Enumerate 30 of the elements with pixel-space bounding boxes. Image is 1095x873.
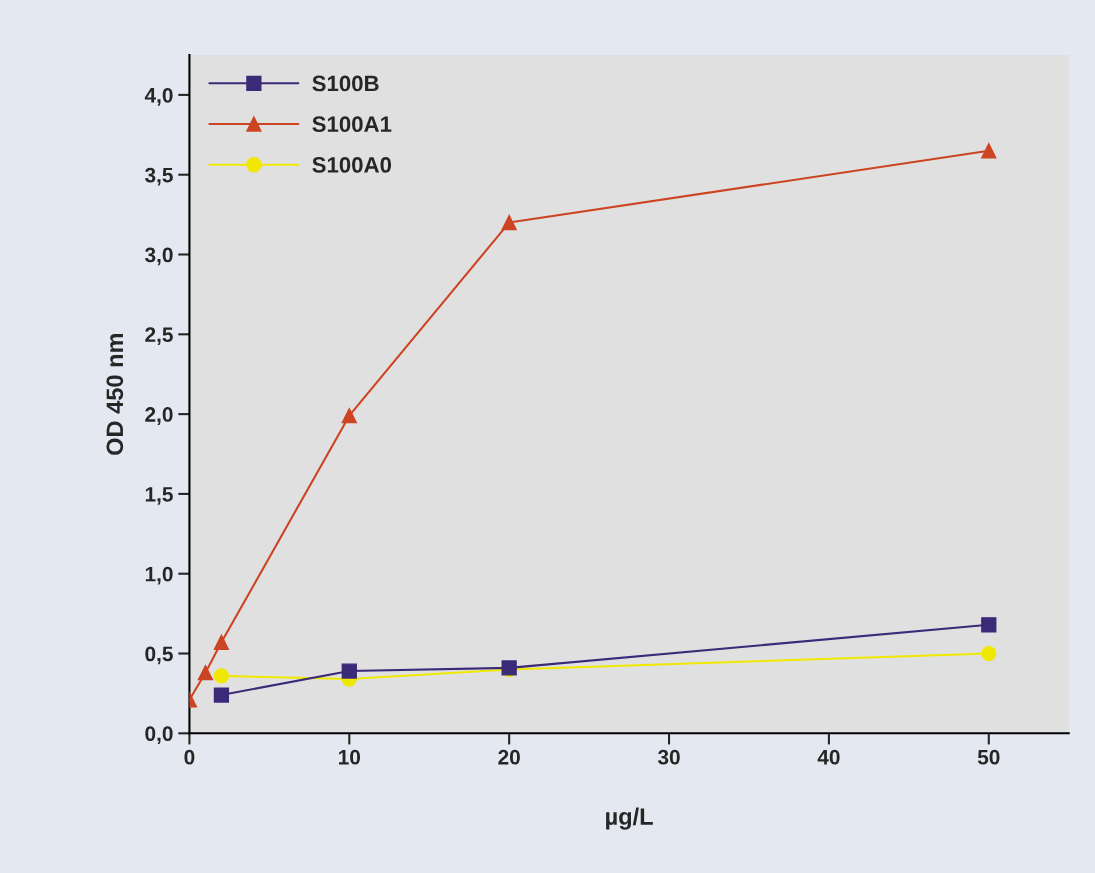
- legend-label: S100A0: [312, 157, 392, 173]
- y-tick-label: 0,5: [145, 646, 173, 665]
- y-tick-label: 2,0: [145, 407, 173, 425]
- y-tick-label: 3,0: [144, 247, 173, 266]
- point: [341, 408, 357, 424]
- x-tick-label: 10: [339, 749, 361, 765]
- y-tick-label: 1,0: [145, 566, 173, 585]
- x-tick-label: 20: [498, 749, 520, 765]
- y-tick-label: 3,5: [144, 167, 173, 186]
- y-tick-label: 0,0: [145, 726, 173, 745]
- x-tick-label: 50: [977, 749, 1000, 765]
- point: [213, 668, 230, 684]
- point: [981, 143, 997, 159]
- point: [341, 663, 357, 679]
- point: [981, 617, 997, 633]
- y-tick-label: 2,5: [145, 327, 173, 346]
- legend-label: S100B: [312, 75, 379, 92]
- x-tick-label: 0: [184, 749, 195, 765]
- point: [501, 214, 517, 231]
- y-axis-title: OD 450 nm: [106, 333, 124, 455]
- point: [213, 634, 230, 650]
- point: [197, 665, 214, 681]
- y-tick-label: 1,5: [145, 487, 173, 505]
- x-axis-title: µg/L: [606, 807, 653, 830]
- x-tick-label: 30: [657, 749, 680, 765]
- point: [213, 687, 230, 703]
- y-tick-label: 4,0: [144, 87, 173, 106]
- legend-label: S100A1: [312, 116, 392, 133]
- point: [981, 645, 997, 662]
- x-tick-label: 40: [817, 749, 840, 765]
